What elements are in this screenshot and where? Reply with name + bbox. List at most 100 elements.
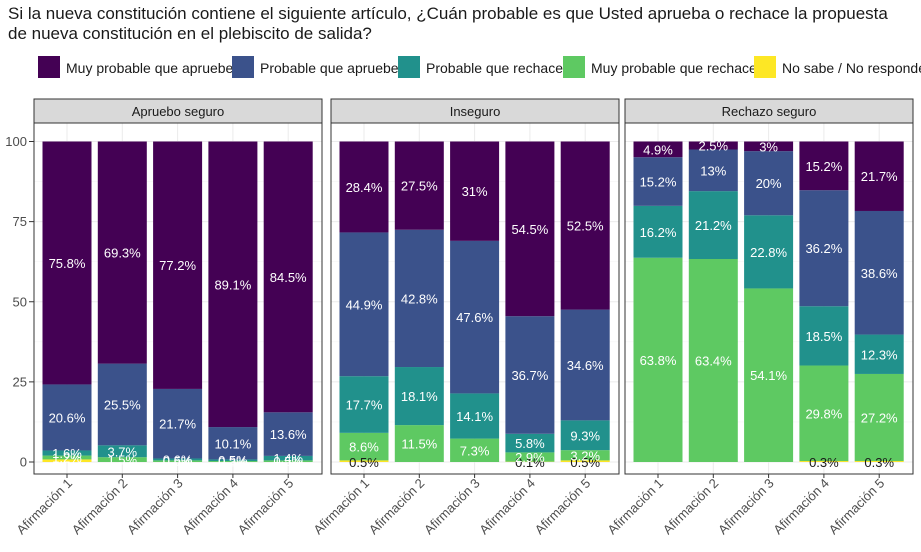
bar-segment bbox=[799, 141, 849, 191]
bar-segment bbox=[450, 393, 500, 439]
legend-label: Probable que rechace bbox=[426, 60, 563, 76]
bar-segment bbox=[560, 309, 610, 421]
bar-segment bbox=[153, 388, 203, 459]
data-label: 7.3% bbox=[460, 443, 490, 458]
legend-item: Muy probable que rechace bbox=[563, 56, 757, 78]
x-tick-label: Afirmación 2 bbox=[69, 476, 131, 538]
x-tick-label: Afirmación 4 bbox=[770, 476, 832, 538]
bar-segment bbox=[97, 445, 147, 458]
bar-segment bbox=[505, 316, 555, 434]
bar-segment bbox=[97, 363, 147, 446]
bar-segment bbox=[42, 141, 92, 385]
bar-segment bbox=[450, 438, 500, 462]
x-tick-label: Afirmación 5 bbox=[826, 476, 888, 538]
data-label: 20% bbox=[756, 176, 782, 191]
data-label: 75.8% bbox=[49, 256, 86, 271]
y-tick-label: 75 bbox=[13, 214, 27, 229]
data-label: 89.1% bbox=[214, 277, 251, 292]
data-label: 15.2% bbox=[640, 175, 677, 190]
facet-label: Inseguro bbox=[450, 104, 501, 119]
bar-segment bbox=[263, 455, 313, 461]
y-tick-label: 25 bbox=[13, 374, 27, 389]
bar-segment bbox=[854, 461, 904, 462]
data-label: 84.5% bbox=[270, 270, 307, 285]
legend-item: Probable que rechace bbox=[398, 56, 563, 78]
data-label: 47.6% bbox=[456, 310, 493, 325]
data-label: 0.3% bbox=[809, 455, 839, 470]
data-label: 2.5% bbox=[698, 139, 728, 154]
x-tick-label: Afirmación 1 bbox=[310, 476, 372, 538]
bar-segment bbox=[339, 232, 389, 377]
legend-item: Muy probable que apruebe bbox=[38, 56, 234, 78]
bar-segment bbox=[450, 240, 500, 394]
data-label: 0.3% bbox=[218, 455, 248, 470]
legend-swatch bbox=[754, 56, 776, 78]
data-label: 1.2% bbox=[52, 451, 82, 466]
data-label: 10.1% bbox=[214, 436, 251, 451]
bar-segment bbox=[505, 433, 555, 453]
data-label: 36.7% bbox=[511, 368, 548, 383]
bar-segment bbox=[799, 306, 849, 366]
legend-label: No sabe / No responde bbox=[782, 60, 921, 76]
data-label: 69.3% bbox=[104, 246, 141, 261]
bar-segment bbox=[153, 460, 203, 462]
facet-label: Apruebo seguro bbox=[132, 104, 225, 119]
data-label: 15.2% bbox=[805, 159, 842, 174]
bar-segment bbox=[263, 412, 313, 456]
data-label: 0.3% bbox=[864, 455, 894, 470]
bar-segment bbox=[854, 334, 904, 374]
data-label: 54.5% bbox=[511, 222, 548, 237]
data-label: 4.9% bbox=[643, 142, 673, 157]
data-label: 18.5% bbox=[805, 329, 842, 344]
data-label: 16.2% bbox=[640, 225, 677, 240]
bar-segment bbox=[450, 141, 500, 241]
legend-swatch bbox=[563, 56, 585, 78]
data-label: 20.6% bbox=[49, 410, 86, 425]
data-label: 12.3% bbox=[861, 347, 898, 362]
bar-segment bbox=[744, 151, 794, 216]
x-tick-label: Afirmación 1 bbox=[13, 476, 75, 538]
data-label: 52.5% bbox=[567, 219, 604, 234]
y-tick-label: 0 bbox=[20, 455, 27, 470]
x-tick-label: Afirmación 3 bbox=[421, 476, 483, 538]
data-label: 42.8% bbox=[401, 291, 438, 306]
panel-border bbox=[33, 122, 323, 475]
bar-segment bbox=[208, 141, 258, 428]
chart-title: Si la nueva constitución contiene el sig… bbox=[8, 4, 888, 43]
bar-segment bbox=[505, 452, 555, 462]
bar-segment bbox=[688, 149, 738, 192]
bar-segment bbox=[633, 205, 683, 258]
bar-segment bbox=[744, 288, 794, 462]
bar-segment bbox=[394, 229, 444, 368]
data-label: 44.9% bbox=[346, 297, 383, 312]
bar-segment bbox=[854, 373, 904, 462]
bar-segment bbox=[97, 457, 147, 462]
bar-segment bbox=[339, 141, 389, 233]
bar-segment bbox=[208, 461, 258, 462]
y-tick-label: 50 bbox=[13, 294, 27, 309]
x-tick-label: Afirmación 3 bbox=[124, 476, 186, 538]
x-tick-label: Afirmación 3 bbox=[715, 476, 777, 538]
legend-swatch bbox=[232, 56, 254, 78]
facet-strip bbox=[624, 98, 914, 124]
legend-label: Probable que apruebe bbox=[260, 60, 399, 76]
data-label: 27.5% bbox=[401, 179, 438, 194]
bar-segment bbox=[42, 459, 92, 462]
data-label: 0.5% bbox=[218, 453, 248, 468]
data-label: 25.5% bbox=[104, 397, 141, 412]
data-label: 54.1% bbox=[750, 368, 787, 383]
x-tick-label: Afirmación 5 bbox=[235, 476, 297, 538]
bar-segment bbox=[688, 259, 738, 462]
data-label: 9.3% bbox=[570, 428, 600, 443]
bar-segment bbox=[339, 460, 389, 462]
bar-segment bbox=[339, 432, 389, 461]
data-label: 13% bbox=[700, 163, 726, 178]
bar-stack: 1.2%1.6% 20.6% 75.8% Afirmación 1 bbox=[13, 123, 92, 538]
data-label: 21.2% bbox=[695, 218, 732, 233]
data-label: 77.2% bbox=[159, 258, 196, 273]
data-label: 0.5% bbox=[273, 454, 303, 469]
bar-segment bbox=[263, 141, 313, 413]
bar-stack: 0.5%8.6% 17.7% 44.9% 28.4% Afirmación 1 bbox=[310, 123, 389, 538]
data-label: 8.6% bbox=[349, 440, 379, 455]
data-label: 34.6% bbox=[567, 358, 604, 373]
